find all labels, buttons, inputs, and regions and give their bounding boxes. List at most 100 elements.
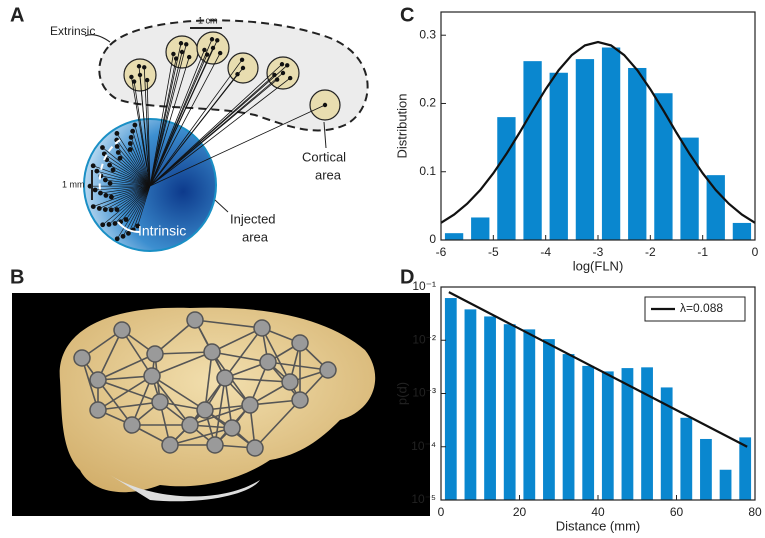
node [90,372,106,388]
neuron [145,78,149,82]
node [320,362,336,378]
neuron [129,75,133,79]
x-tick-label: -5 [488,245,499,259]
node [207,437,223,453]
neuron [126,231,131,236]
panel-label: B [10,266,24,288]
neuron [130,129,135,134]
x-tick-label: 60 [670,505,684,519]
node [224,420,240,436]
node [162,437,178,453]
bar [720,470,732,500]
neuron [109,208,114,213]
neuron [235,72,239,76]
neuron [128,147,133,152]
x-tick-label: 20 [513,505,527,519]
y-tick-label: 0 [429,232,436,246]
bar [602,371,614,500]
node [114,322,130,338]
panel-b: B [10,266,430,516]
neuron [137,64,141,68]
bar [582,366,594,500]
node [242,397,258,413]
neuron [218,51,222,55]
neuron [210,37,214,41]
node [197,402,213,418]
node [144,368,160,384]
text: Intrinsic [138,223,186,239]
bar [563,354,575,500]
node [282,374,298,390]
neuron [118,156,123,161]
neuron [121,234,126,239]
bar [497,117,515,240]
text: area [315,167,342,182]
node [260,354,276,370]
neuron [171,52,175,56]
neuron [280,62,284,66]
bar [550,73,568,240]
x-tick-label: -3 [593,245,604,259]
x-tick-label: -2 [645,245,656,259]
neuron [241,66,245,70]
x-tick-label: 0 [752,245,759,259]
neuron [103,207,108,212]
node [292,335,308,351]
neuron [115,207,120,212]
y-tick-label: 0.1 [419,164,436,178]
text: 1 cm [198,15,218,25]
x-tick-label: 40 [591,505,605,519]
neuron [115,236,120,241]
text: Cortical [302,149,346,164]
neuron [288,76,292,80]
node [90,402,106,418]
neuron [115,144,120,149]
neuron [98,191,103,196]
figure: A Extrinsic 1 cm 1 mm Intrinsic Injected… [0,0,765,538]
bar [602,47,620,240]
bar [445,233,463,240]
neuron [132,123,137,128]
x-tick-label: -4 [540,245,551,259]
pointer [215,200,228,212]
neuron [108,181,113,186]
neuron [97,206,102,211]
neuron [275,77,279,81]
y-tick-label: 0.2 [419,96,436,110]
neuron [115,131,120,136]
node [292,392,308,408]
panel-label: A [10,4,24,26]
neuron [184,42,188,46]
neuron [285,63,289,67]
neuron [240,58,244,62]
neuron [129,135,134,140]
neuron [94,169,99,174]
neuron [100,145,105,150]
node [254,320,270,336]
neuron [323,103,327,107]
neuron [202,48,206,52]
bar [733,223,751,240]
bar [628,68,646,240]
legend-label: λ=0.088 [680,301,723,315]
neuron [93,188,98,193]
y-axis-label: Distribution [394,93,409,158]
neuron [116,150,121,155]
x-axis-label: log(FLN) [573,258,624,273]
y-tick-label: 10⁻⁴ [411,439,436,453]
bar [484,316,496,500]
neuron [111,168,116,173]
panel-label: C [400,4,414,26]
bar [543,339,555,500]
x-tick-label: -6 [436,245,447,259]
node [152,394,168,410]
bar [700,439,712,500]
y-axis-label: p(d) [394,382,409,405]
node [74,350,90,366]
y-tick-label: 10⁻³ [412,386,436,400]
neuron [107,222,112,227]
neuron [107,163,112,168]
text: area [242,229,269,244]
neuron [91,204,96,209]
bar [680,418,692,500]
